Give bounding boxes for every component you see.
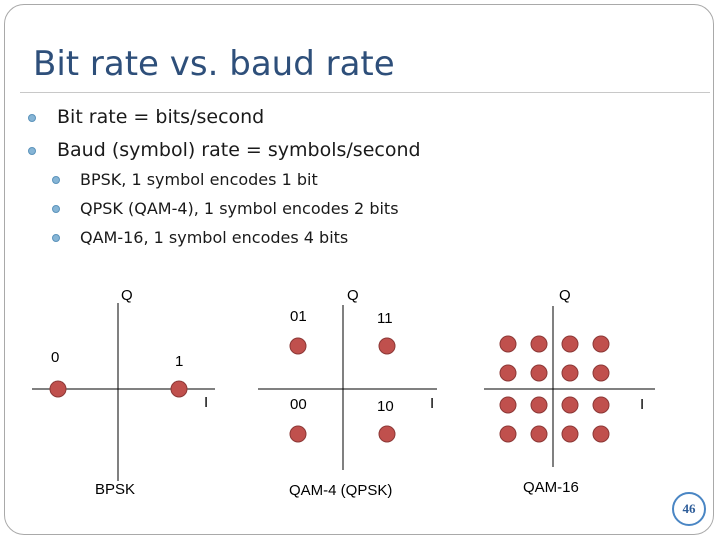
bullet-dot-icon: [52, 205, 60, 213]
bullet-dot-icon: [52, 234, 60, 242]
qam16-symbol-point: [499, 396, 517, 414]
qpsk-i-label: I: [430, 395, 434, 412]
bullet-dot-icon: [52, 176, 60, 184]
qam16-symbol-point: [499, 364, 517, 382]
qam16-symbol-point: [530, 364, 548, 382]
qpsk-point-label: 00: [290, 396, 307, 413]
qpsk-symbol-point: [289, 337, 307, 355]
bullet-text: BPSK, 1 symbol encodes 1 bit: [80, 170, 318, 189]
bpsk-symbol-point: [49, 380, 67, 398]
slide-frame: [4, 4, 714, 535]
bullet-item: Bit rate = bits/second: [28, 106, 265, 128]
qam16-symbol-point: [499, 425, 517, 443]
bullet-dot-icon: [28, 147, 36, 155]
qam16-diagram: Q I QAM-16: [484, 287, 655, 496]
qpsk-symbol-point: [378, 337, 396, 355]
bullet-text: QAM-16, 1 symbol encodes 4 bits: [80, 228, 349, 247]
qpsk-point-label: 01: [290, 308, 307, 325]
bpsk-point-label: 0: [51, 349, 59, 366]
bullet-item: QAM-16, 1 symbol encodes 4 bits: [52, 228, 349, 247]
bpsk-i-label: I: [204, 394, 208, 411]
qam16-symbol-point: [530, 396, 548, 414]
qam16-symbol-point: [561, 335, 579, 353]
qpsk-symbol-point: [378, 425, 396, 443]
qam16-symbol-point: [561, 364, 579, 382]
qam16-points: [499, 335, 610, 443]
qam16-symbol-point: [592, 425, 610, 443]
qam16-q-label: Q: [559, 287, 571, 304]
qam16-symbol-point: [592, 396, 610, 414]
qam16-symbol-point: [561, 425, 579, 443]
title-divider: [20, 92, 710, 93]
bpsk-diagram: Q I 0 1 BPSK: [32, 287, 215, 498]
qam16-symbol-point: [592, 364, 610, 382]
qam16-i-label: I: [640, 396, 644, 413]
bullet-text: Baud (symbol) rate = symbols/second: [57, 139, 421, 161]
slide-title: Bit rate vs. baud rate: [33, 44, 395, 84]
bpsk-caption: BPSK: [95, 481, 135, 498]
bullet-dot-icon: [28, 114, 36, 122]
qam16-symbol-point: [530, 425, 548, 443]
qpsk-point-label: 10: [377, 398, 394, 415]
page-number-badge: 46: [672, 492, 706, 526]
qam16-symbol-point: [530, 335, 548, 353]
bullet-item: QPSK (QAM-4), 1 symbol encodes 2 bits: [52, 199, 399, 218]
bullet-text: Bit rate = bits/second: [57, 106, 265, 128]
bpsk-symbol-point: [170, 380, 188, 398]
qpsk-q-label: Q: [347, 287, 359, 304]
bullet-item: BPSK, 1 symbol encodes 1 bit: [52, 170, 318, 189]
qam16-caption: QAM-16: [523, 479, 579, 496]
qam16-symbol-point: [499, 335, 517, 353]
page-number: 46: [682, 501, 696, 516]
bpsk-q-label: Q: [121, 287, 133, 304]
qpsk-caption: QAM-4 (QPSK): [289, 482, 392, 499]
qpsk-diagram: Q I 01 11 00 10 QAM-4 (QPSK): [258, 287, 437, 499]
bullet-item: Baud (symbol) rate = symbols/second: [28, 139, 421, 161]
bpsk-point-label: 1: [175, 353, 183, 370]
qpsk-symbol-point: [289, 425, 307, 443]
qam16-symbol-point: [592, 335, 610, 353]
qpsk-point-label: 11: [377, 310, 393, 327]
bullet-text: QPSK (QAM-4), 1 symbol encodes 2 bits: [80, 199, 399, 218]
qam16-symbol-point: [561, 396, 579, 414]
